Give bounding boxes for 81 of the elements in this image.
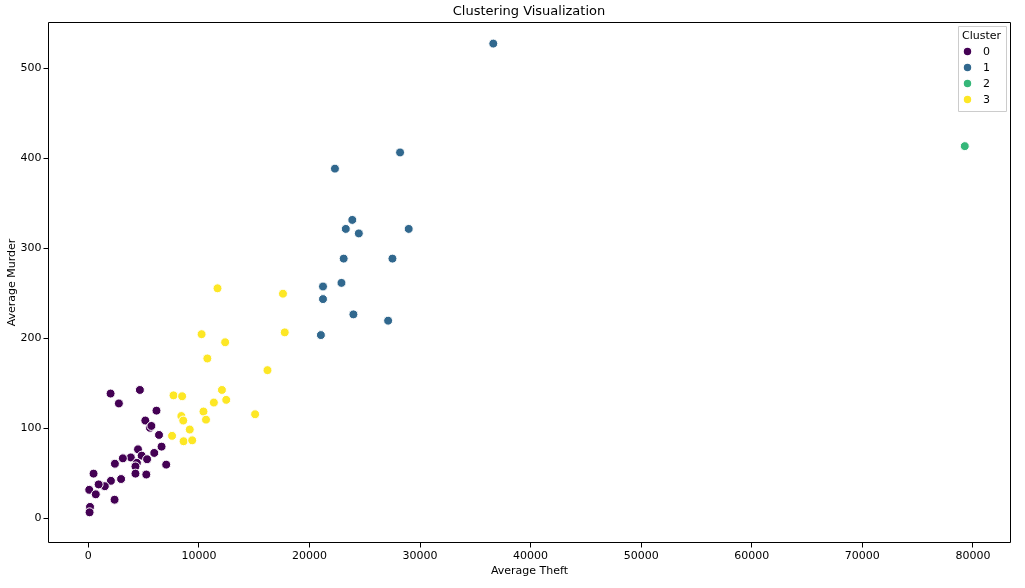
- legend-label: 3: [983, 92, 990, 106]
- point: [90, 489, 101, 500]
- x-tick-label: 30000: [402, 548, 438, 562]
- point: [88, 468, 99, 479]
- point: [84, 507, 95, 518]
- x-tick-label: 50000: [623, 548, 659, 562]
- point: [201, 414, 211, 425]
- point: [198, 406, 209, 417]
- legend-label: 2: [983, 76, 990, 90]
- point: [167, 430, 178, 441]
- point: [134, 385, 145, 395]
- legend-label: 0: [983, 44, 990, 58]
- x-tick-label: 20000: [291, 548, 327, 562]
- x-tick-label: 70000: [844, 548, 880, 562]
- point: [130, 468, 141, 479]
- point: [318, 294, 328, 305]
- x-tick-label: 0: [84, 548, 92, 562]
- point: [318, 281, 328, 292]
- point: [340, 223, 351, 234]
- y-axis-title: Average Murder: [4, 238, 18, 327]
- point: [140, 415, 151, 426]
- point: [141, 469, 152, 480]
- point: [109, 494, 120, 505]
- y-tick-label: 200: [20, 331, 42, 345]
- point: [187, 435, 198, 446]
- point: [109, 458, 120, 469]
- point: [196, 329, 207, 340]
- point: [387, 253, 398, 264]
- point: [278, 288, 288, 299]
- x-tick-label: 80000: [955, 548, 991, 562]
- point: [156, 441, 167, 452]
- point: [212, 283, 223, 294]
- point: [202, 353, 213, 364]
- point: [221, 394, 232, 405]
- point: [105, 388, 116, 399]
- point: [395, 147, 406, 158]
- point: [151, 405, 162, 416]
- point: [116, 474, 127, 484]
- y-tick-label: 100: [20, 421, 42, 435]
- chart-title: Clustering Visualization: [452, 3, 606, 18]
- point: [488, 38, 499, 49]
- legend-label: 1: [983, 60, 990, 74]
- point: [184, 424, 195, 435]
- x-axis-title: Average Theft: [490, 563, 569, 577]
- point: [315, 330, 326, 341]
- point: [216, 385, 227, 395]
- y-tick-label: 500: [20, 61, 42, 75]
- x-tick-label: 60000: [734, 548, 770, 562]
- y-tick-label: 300: [20, 241, 42, 255]
- point: [959, 141, 970, 152]
- point: [154, 429, 164, 440]
- point: [353, 228, 364, 239]
- point: [403, 223, 414, 234]
- point: [178, 436, 189, 447]
- point: [84, 484, 95, 495]
- point: [93, 479, 104, 490]
- point: [262, 365, 273, 376]
- point: [178, 415, 189, 426]
- legend-title: Cluster: [962, 29, 1002, 42]
- point: [117, 453, 128, 464]
- point: [279, 327, 290, 338]
- point: [105, 475, 116, 486]
- point: [149, 447, 160, 458]
- point: [208, 397, 219, 408]
- point: [383, 315, 394, 326]
- point: [142, 454, 153, 465]
- point: [329, 163, 340, 174]
- point: [348, 309, 359, 320]
- point: [113, 398, 124, 409]
- point: [347, 214, 358, 225]
- x-tick-label: 10000: [181, 548, 217, 562]
- point: [250, 409, 261, 420]
- point: [220, 337, 231, 348]
- y-tick-label: 400: [20, 151, 42, 165]
- point: [336, 277, 347, 288]
- point: [177, 391, 188, 402]
- y-tick-label: 0: [34, 511, 42, 525]
- point: [338, 253, 349, 264]
- point: [161, 459, 172, 470]
- x-tick-label: 40000: [513, 548, 549, 562]
- point: [168, 390, 179, 401]
